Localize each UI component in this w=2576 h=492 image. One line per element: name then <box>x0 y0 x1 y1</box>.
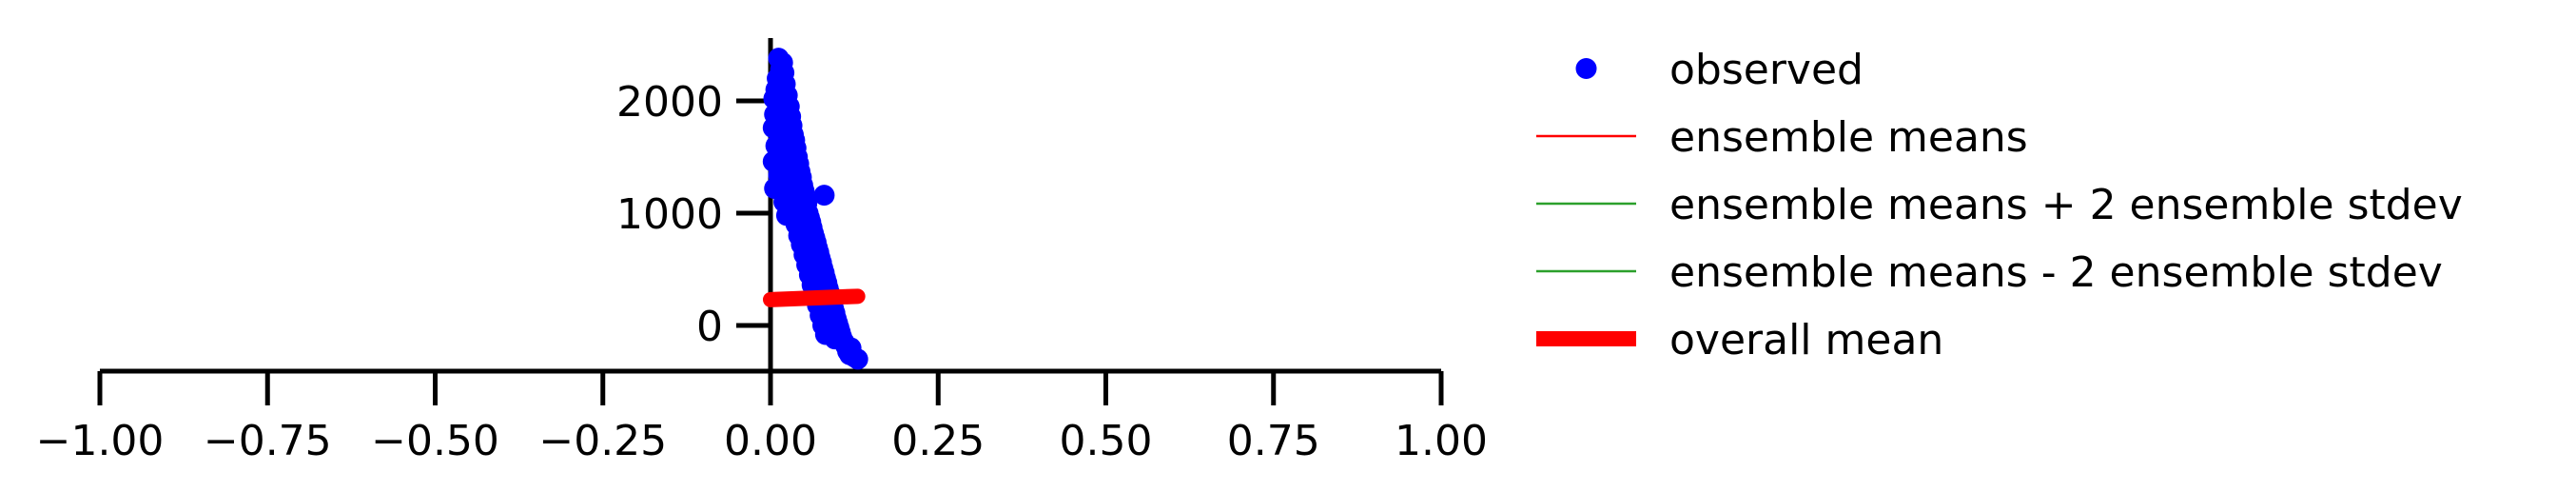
observed-point <box>847 348 868 370</box>
x-tick-label: −1.00 <box>36 417 165 465</box>
legend-label-observed: observed <box>1669 46 1864 94</box>
x-tick-label: 0.00 <box>724 417 817 465</box>
overall-mean-line <box>763 288 866 307</box>
legend-label-overall-mean: overall mean <box>1669 316 1943 364</box>
x-tick-label: 1.00 <box>1395 417 1488 465</box>
y-tick-label: 1000 <box>616 190 723 239</box>
x-tick-label: 0.75 <box>1227 417 1320 465</box>
legend-marker-observed <box>1575 58 1597 79</box>
y-tick-label: 2000 <box>616 78 723 127</box>
x-tick-label: −0.50 <box>371 417 499 465</box>
legend-layer: observed ensemble means ensemble means + 2… <box>1536 46 2463 364</box>
observed-point <box>813 185 835 207</box>
axes-layer: −1.00 −0.75 −0.50 −0.25 0.00 0.25 0.50 0.75 1.00… <box>36 38 1488 465</box>
data-layer <box>762 48 868 370</box>
y-tick-label: 0 <box>696 303 723 351</box>
legend-label-ensemble-means-2-ensemble-stdev: ensemble means + 2 ensemble stdev <box>1669 181 2463 229</box>
legend-label-ensemble-means: ensemble means <box>1669 113 2028 162</box>
legend-label-ensemble-means-2-ensemble-stdev: ensemble means - 2 ensemble stdev <box>1669 248 2443 297</box>
x-tick-label: 0.25 <box>891 417 985 465</box>
x-tick-label: −0.25 <box>538 417 667 465</box>
x-tick-label: 0.50 <box>1060 417 1153 465</box>
x-tick-label: −0.75 <box>204 417 332 465</box>
